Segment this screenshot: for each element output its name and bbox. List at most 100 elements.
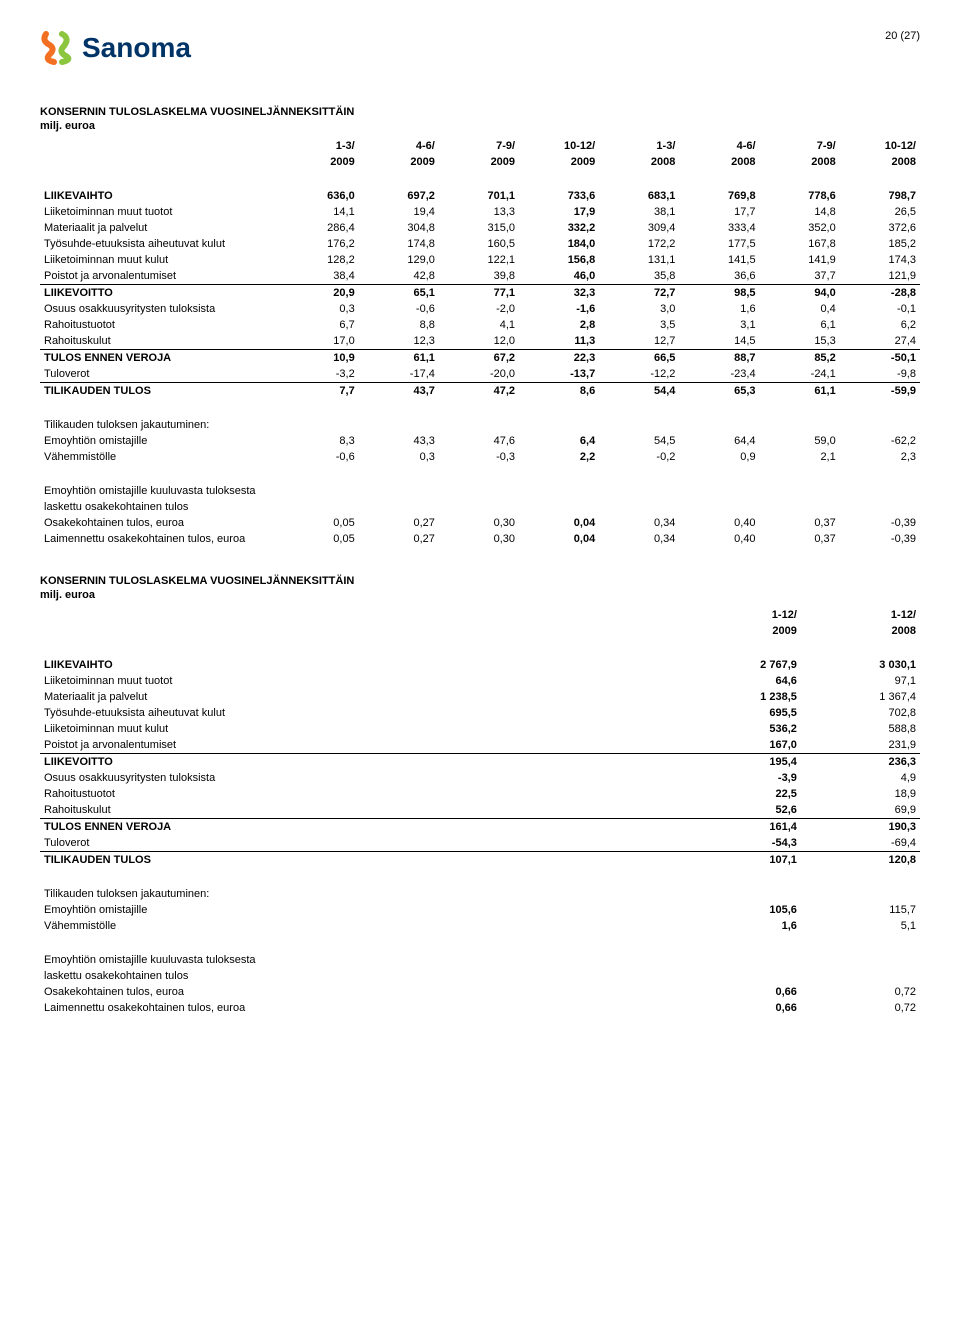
table-row: Liiketoiminnan muut kulut536,2588,8 [40, 721, 920, 737]
cell: 231,9 [801, 737, 920, 754]
section2-title: KONSERNIN TULOSLASKELMA VUOSINELJÄNNEKSI… [40, 575, 920, 587]
table-row: Tuloverot-3,2-17,4-20,0-13,7-12,2-23,4-2… [40, 366, 920, 383]
cell: -3,9 [682, 770, 801, 786]
cell: 10,9 [279, 350, 359, 367]
section2-subtitle: milj. euroa [40, 589, 920, 601]
cell: 7,7 [279, 383, 359, 400]
row-label: Liiketoiminnan muut tuotot [40, 204, 279, 220]
cell: 161,4 [682, 819, 801, 836]
cell: 27,4 [840, 333, 920, 350]
table-row: LIIKEVOITTO195,4236,3 [40, 754, 920, 771]
cell: 315,0 [439, 220, 519, 236]
cell: 59,0 [760, 433, 840, 449]
col-header: 2009 [279, 154, 359, 170]
col-header: 4-6/ [679, 138, 759, 154]
row-label: Tuloverot [40, 835, 682, 852]
cell: 8,8 [359, 317, 439, 333]
table-row: Rahoituskulut52,669,9 [40, 802, 920, 819]
cell: 636,0 [279, 188, 359, 204]
cell: 6,1 [760, 317, 840, 333]
row-label: Laimennettu osakekohtainen tulos, euroa [40, 1000, 682, 1016]
table-row: LIIKEVAIHTO2 767,93 030,1 [40, 657, 920, 673]
col-header: 7-9/ [760, 138, 840, 154]
cell: 185,2 [840, 236, 920, 252]
cell: 18,9 [801, 786, 920, 802]
cell: 2,1 [760, 449, 840, 465]
table-row: Emoyhtiön omistajille8,343,347,66,454,56… [40, 433, 920, 449]
table-row: Liiketoiminnan muut tuotot14,119,413,317… [40, 204, 920, 220]
cell: 172,2 [599, 236, 679, 252]
row-label: Liiketoiminnan muut kulut [40, 721, 682, 737]
cell: 131,1 [599, 252, 679, 268]
cell: 0,34 [599, 515, 679, 531]
cell: -0,39 [840, 531, 920, 547]
table-row: Tuloverot-54,3-69,4 [40, 835, 920, 852]
cell: 8,3 [279, 433, 359, 449]
cell: 1 367,4 [801, 689, 920, 705]
cell: 352,0 [760, 220, 840, 236]
cell: 733,6 [519, 188, 599, 204]
cell: 174,8 [359, 236, 439, 252]
col-header: 10-12/ [519, 138, 599, 154]
cell: -9,8 [840, 366, 920, 383]
income-table-quarterly: 1-3/4-6/7-9/10-12/1-3/4-6/7-9/10-12/2009… [40, 138, 920, 547]
cell: -17,4 [359, 366, 439, 383]
cell: 17,9 [519, 204, 599, 220]
cell: 122,1 [439, 252, 519, 268]
cell: 3,0 [599, 301, 679, 317]
col-header: 2009 [682, 623, 801, 639]
row-label: Rahoitustuotot [40, 786, 682, 802]
page-header: Sanoma 20 (27) [40, 30, 920, 66]
allocation-title: Tilikauden tuloksen jakautuminen: [40, 417, 920, 433]
cell: -23,4 [679, 366, 759, 383]
row-label: Emoyhtiön omistajille [40, 433, 279, 449]
row-label: LIIKEVOITTO [40, 285, 279, 302]
row-label: TULOS ENNEN VEROJA [40, 350, 279, 367]
cell: 0,3 [279, 301, 359, 317]
table-row: Osakekohtainen tulos, euroa0,660,72 [40, 984, 920, 1000]
cell: 22,5 [682, 786, 801, 802]
cell: 0,40 [679, 515, 759, 531]
cell: 65,1 [359, 285, 439, 302]
col-header: 7-9/ [439, 138, 519, 154]
table-row: Työsuhde-etuuksista aiheutuvat kulut176,… [40, 236, 920, 252]
eps-title1: Emoyhtiön omistajille kuuluvasta tulokse… [40, 483, 920, 499]
row-label: LIIKEVOITTO [40, 754, 682, 771]
cell: 3,1 [679, 317, 759, 333]
cell: -0,1 [840, 301, 920, 317]
cell: 0,30 [439, 515, 519, 531]
col-header: 2008 [599, 154, 679, 170]
cell: 309,4 [599, 220, 679, 236]
cell: 0,27 [359, 531, 439, 547]
cell: 121,9 [840, 268, 920, 285]
cell: 798,7 [840, 188, 920, 204]
row-label: Osuus osakkuusyritysten tuloksista [40, 301, 279, 317]
cell: -50,1 [840, 350, 920, 367]
cell: 702,8 [801, 705, 920, 721]
row-label: Poistot ja arvonalentumiset [40, 268, 279, 285]
cell: 13,3 [439, 204, 519, 220]
cell: 69,9 [801, 802, 920, 819]
cell: 683,1 [599, 188, 679, 204]
cell: 0,27 [359, 515, 439, 531]
cell: 0,30 [439, 531, 519, 547]
cell: 2,3 [840, 449, 920, 465]
cell: 0,66 [682, 1000, 801, 1016]
section1-title: KONSERNIN TULOSLASKELMA VUOSINELJÄNNEKSI… [40, 106, 920, 118]
cell: 0,37 [760, 531, 840, 547]
col-header: 1-12/ [801, 607, 920, 623]
table-row: LIIKEVOITTO20,965,177,132,372,798,594,0-… [40, 285, 920, 302]
row-label: Laimennettu osakekohtainen tulos, euroa [40, 531, 279, 547]
cell: 4,1 [439, 317, 519, 333]
cell: 333,4 [679, 220, 759, 236]
table-row: Poistot ja arvonalentumiset167,0231,9 [40, 737, 920, 754]
cell: 14,8 [760, 204, 840, 220]
cell: 26,5 [840, 204, 920, 220]
cell: 32,3 [519, 285, 599, 302]
row-label: Rahoitustuotot [40, 317, 279, 333]
cell: 39,8 [439, 268, 519, 285]
cell: 0,72 [801, 984, 920, 1000]
col-header: 2008 [760, 154, 840, 170]
cell: 701,1 [439, 188, 519, 204]
col-header: 10-12/ [840, 138, 920, 154]
